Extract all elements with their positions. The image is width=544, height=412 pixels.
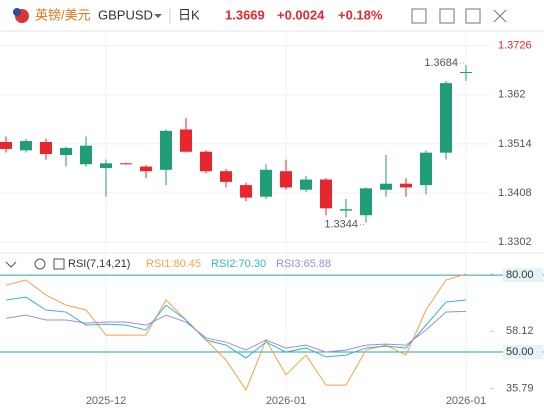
y-tick-label: 1.3408 [498,187,532,199]
candle-body [400,183,412,188]
indicator-icon[interactable] [53,258,65,270]
candle-body [120,163,132,165]
y-tick-label: 1.3726 [498,39,532,51]
tool-icon[interactable] [411,8,427,24]
dropdown-icon[interactable] [154,14,162,18]
change-pct: +0.18% [338,7,383,22]
collapse-icon[interactable] [5,261,17,268]
header: 英镑/美元 GBPUSD 日K 1.3669 +0.0024 +0.18% [0,7,544,32]
candle-body [260,169,272,197]
candle-body [180,129,192,152]
level-label-box [503,268,543,283]
candle-body [140,166,152,172]
y-tick-label: 1.3302 [498,236,532,248]
candle-body [340,209,352,211]
candle-body [380,183,392,190]
rsi-line [5,310,467,353]
expand-icon[interactable] [493,9,507,23]
legend-entry: RSI2:70.30 [211,258,266,270]
level-label: 80.00 [506,269,534,281]
change: +0.0024 [277,7,325,22]
y-tick-label: 1.362 [498,89,526,101]
indicator-title: RSI(7,14,21) [68,258,130,270]
tool-icon[interactable] [439,8,455,24]
candle-body [0,142,12,149]
legend-entry: RSI3:65.88 [276,258,331,270]
candle-body [300,179,312,190]
tool-icon[interactable] [465,8,481,24]
x-tick-label: 2025-12 [86,395,126,407]
candle-body [220,171,232,182]
settings-icon[interactable] [34,258,46,270]
candle-body [200,151,212,172]
y-tick-label: 58.12 [506,325,534,337]
candle-body [360,188,372,216]
candle-body [420,152,432,186]
candle-body [320,179,332,209]
candle-body [240,185,252,198]
symbol-name: 英镑/美元 [35,7,91,22]
candle-body [20,141,32,151]
candle-body [80,145,92,165]
period[interactable]: 日K [178,7,200,22]
candle-body [460,72,472,74]
symbol-code[interactable]: GBPUSD [98,7,153,22]
y-tick-label: 35.79 [506,382,534,394]
x-tick-label: 2026-01 [446,395,486,407]
flag-icon [13,8,21,16]
y-tick-label: 1.3514 [498,138,532,150]
price: 1.3669 [225,7,265,22]
high-annotation: 1.3684 [424,57,458,69]
candle-body [60,148,72,155]
low-annotation: 1.3344 [324,219,358,231]
candle-body [280,171,292,188]
candle-body [40,142,52,155]
candle-body [100,163,112,168]
level-label-box [503,345,543,360]
candle-body [160,130,172,170]
level-label: 50.00 [506,346,534,358]
candle-body [440,83,452,153]
x-tick-label: 2026-01 [266,395,306,407]
legend-entry: RSI1:80.45 [146,258,201,270]
